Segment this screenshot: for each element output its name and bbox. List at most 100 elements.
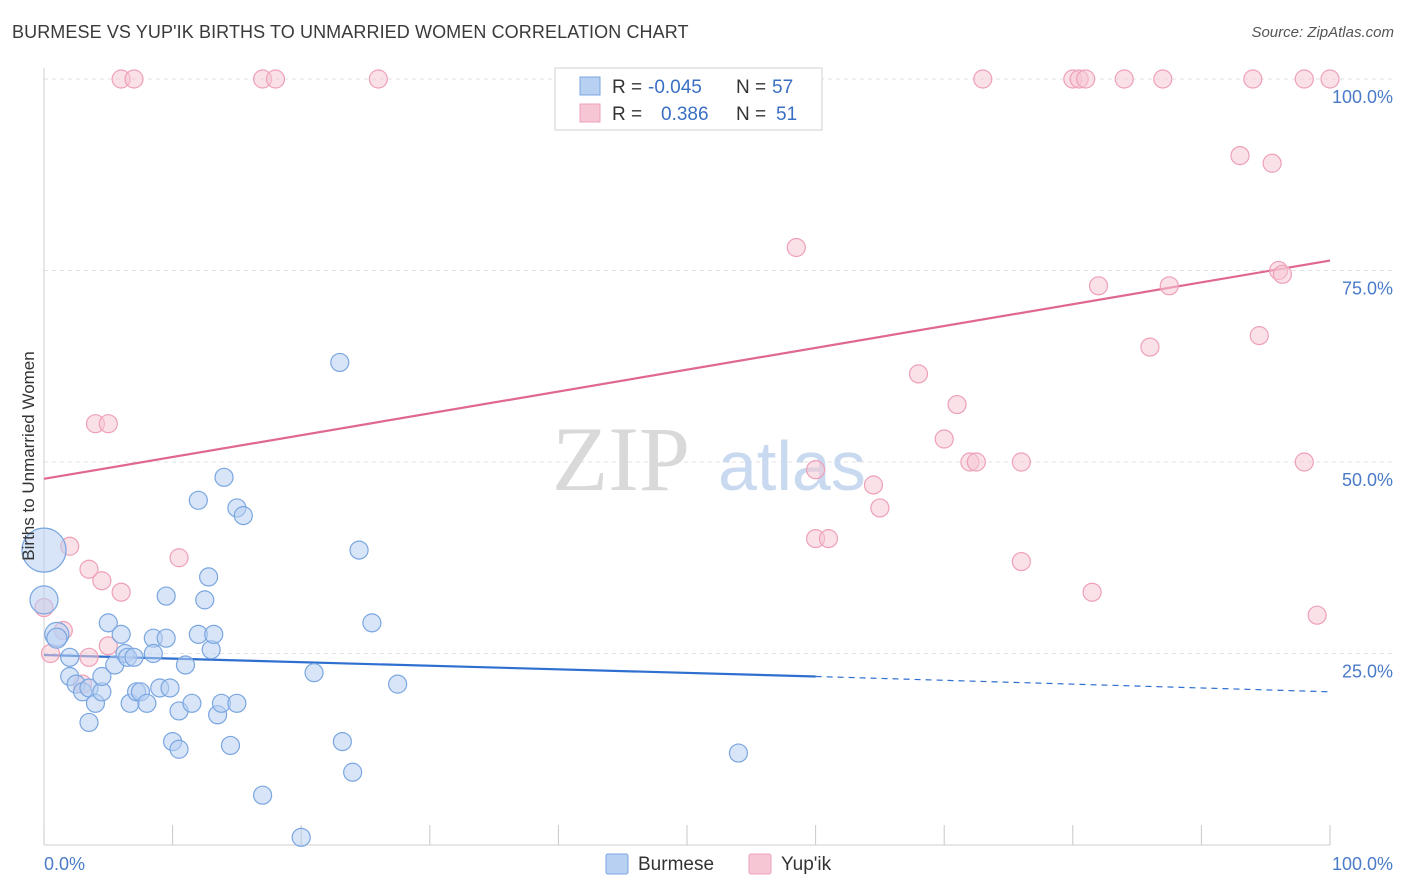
trend-line-yupik xyxy=(43,259,1331,480)
chart-title: BURMESE VS YUP'IK BIRTHS TO UNMARRIED WO… xyxy=(12,22,689,42)
point-burmese xyxy=(29,585,59,615)
trend-line-extension xyxy=(815,675,1331,693)
point-yupik xyxy=(786,237,806,258)
point-burmese xyxy=(349,540,369,560)
point-burmese xyxy=(175,655,196,675)
point-burmese xyxy=(291,827,311,847)
point-burmese xyxy=(111,624,131,644)
y-axis-title: Births to Unmarried Women xyxy=(19,351,38,560)
point-burmese xyxy=(21,527,67,573)
point-yupik xyxy=(98,636,118,656)
point-burmese xyxy=(220,735,241,756)
point-burmese xyxy=(143,643,163,664)
point-yupik xyxy=(966,452,986,472)
legend-n-value: 51 xyxy=(776,104,797,125)
point-yupik xyxy=(934,429,954,449)
y-tick-label: 50.0% xyxy=(1342,470,1393,490)
point-burmese xyxy=(214,467,234,487)
legend-swatch-burmese xyxy=(579,76,601,96)
legend-r-label: R = xyxy=(612,77,642,98)
x-tick-label-min: 0.0% xyxy=(44,854,85,874)
legend-n-value: 57 xyxy=(772,77,793,98)
point-burmese xyxy=(182,693,202,713)
point-burmese xyxy=(124,647,144,667)
point-yupik xyxy=(1088,276,1109,296)
point-yupik xyxy=(265,69,286,89)
point-burmese xyxy=(188,490,208,510)
point-yupik xyxy=(863,475,884,495)
legend-n-label: N = xyxy=(736,104,766,125)
point-yupik xyxy=(1153,69,1173,89)
point-burmese xyxy=(253,785,273,805)
point-yupik xyxy=(98,414,118,434)
bottom-legend: Burmese Yup'ik xyxy=(605,853,832,875)
point-yupik xyxy=(908,364,929,384)
point-yupik xyxy=(1082,582,1102,602)
point-yupik xyxy=(973,69,993,89)
y-tick-label: 100.0% xyxy=(1332,87,1393,107)
point-burmese xyxy=(330,352,350,373)
point-yupik xyxy=(1011,551,1031,572)
point-burmese xyxy=(728,743,749,763)
chart-source: Source: ZipAtlas.com xyxy=(1251,24,1394,41)
bottom-legend-swatch-burmese xyxy=(605,853,629,875)
bottom-legend-burmese: Burmese xyxy=(638,854,714,875)
point-yupik xyxy=(1076,69,1096,89)
legend-n-label: N = xyxy=(736,77,766,98)
point-yupik xyxy=(169,548,189,568)
point-yupik xyxy=(368,69,388,89)
point-burmese xyxy=(332,731,352,752)
legend-r-value: -0.045 xyxy=(648,77,702,98)
point-yupik xyxy=(1249,326,1269,346)
point-burmese xyxy=(156,586,176,606)
point-yupik xyxy=(1262,153,1282,173)
point-burmese xyxy=(227,693,247,713)
point-yupik xyxy=(1011,452,1031,472)
point-burmese xyxy=(204,624,224,644)
point-burmese xyxy=(169,739,189,759)
point-burmese xyxy=(60,647,80,667)
point-burmese xyxy=(195,590,215,610)
trend-lines xyxy=(43,259,1331,693)
data-points xyxy=(21,69,1340,847)
point-yupik xyxy=(1114,69,1134,89)
point-burmese xyxy=(343,762,363,782)
point-yupik xyxy=(79,559,99,579)
y-tick-label: 75.0% xyxy=(1342,279,1393,299)
point-burmese xyxy=(156,628,176,648)
watermark: ZIP xyxy=(552,408,690,510)
point-yupik xyxy=(1243,69,1263,89)
point-yupik xyxy=(79,647,99,667)
point-burmese xyxy=(304,663,324,683)
point-yupik xyxy=(111,582,131,602)
point-yupik xyxy=(1294,69,1314,89)
y-tick-label: 25.0% xyxy=(1342,662,1393,682)
point-yupik xyxy=(805,460,826,480)
bottom-legend-yupik: Yup'ik xyxy=(781,854,832,875)
point-burmese xyxy=(92,666,112,687)
point-burmese xyxy=(362,613,382,633)
legend-swatch-yupik xyxy=(579,103,601,123)
point-burmese xyxy=(160,678,180,698)
point-yupik xyxy=(124,69,144,89)
point-yupik xyxy=(1272,264,1293,284)
point-burmese xyxy=(233,506,253,526)
gridlines xyxy=(44,78,1393,654)
point-burmese xyxy=(199,567,219,587)
bottom-legend-swatch-yupik xyxy=(748,853,772,875)
point-burmese xyxy=(79,712,99,733)
x-ticks xyxy=(43,825,1331,845)
trend-line-burmese xyxy=(43,653,816,678)
legend-r-value: 0.386 xyxy=(661,104,709,125)
point-burmese xyxy=(98,613,118,633)
point-burmese xyxy=(46,627,68,649)
point-yupik xyxy=(1307,605,1327,625)
legend-r-label: R = xyxy=(612,104,642,125)
point-yupik xyxy=(1230,146,1250,166)
legend-box: R = -0.045 N = 57 R = 0.386 N = 51 xyxy=(554,67,823,131)
point-yupik xyxy=(1294,452,1314,472)
point-yupik xyxy=(1159,276,1179,296)
x-tick-label-max: 100.0% xyxy=(1332,854,1393,874)
point-burmese xyxy=(388,674,408,694)
